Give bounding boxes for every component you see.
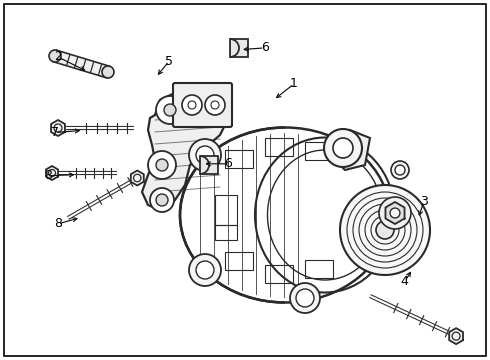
Bar (225, 150, 253, 168)
Circle shape (390, 208, 400, 218)
Ellipse shape (391, 161, 409, 179)
Text: 4: 4 (401, 275, 409, 288)
Text: 6: 6 (261, 41, 269, 54)
Polygon shape (386, 202, 405, 224)
Ellipse shape (324, 129, 362, 167)
Bar (305, 260, 333, 278)
Ellipse shape (189, 139, 221, 171)
Ellipse shape (290, 283, 320, 313)
Polygon shape (330, 130, 370, 170)
Circle shape (296, 289, 314, 307)
Text: 6: 6 (224, 157, 232, 170)
Circle shape (395, 165, 405, 175)
Polygon shape (230, 39, 248, 57)
Ellipse shape (189, 254, 221, 286)
Polygon shape (51, 120, 65, 136)
Polygon shape (46, 166, 58, 180)
Bar (265, 138, 293, 156)
Text: 5: 5 (165, 55, 173, 68)
Circle shape (156, 159, 168, 171)
Circle shape (102, 66, 114, 78)
Circle shape (333, 138, 353, 158)
Text: 3: 3 (420, 195, 428, 208)
Polygon shape (449, 328, 463, 344)
Text: 7: 7 (51, 126, 59, 139)
Text: 8: 8 (54, 217, 62, 230)
Circle shape (182, 95, 202, 115)
Circle shape (156, 194, 168, 206)
Bar (265, 265, 293, 283)
FancyBboxPatch shape (173, 83, 232, 127)
Ellipse shape (340, 185, 430, 275)
Bar (215, 195, 237, 225)
Bar (305, 142, 333, 160)
Bar (215, 225, 237, 240)
Ellipse shape (376, 221, 394, 239)
Circle shape (164, 104, 176, 116)
Circle shape (196, 261, 214, 279)
Polygon shape (200, 156, 218, 174)
Polygon shape (131, 171, 144, 185)
Circle shape (156, 96, 184, 124)
Circle shape (205, 95, 225, 115)
Bar (225, 252, 253, 270)
Circle shape (379, 197, 411, 229)
Circle shape (49, 50, 61, 62)
Circle shape (148, 151, 176, 179)
Polygon shape (142, 88, 230, 210)
Circle shape (196, 146, 214, 164)
Text: 1: 1 (290, 77, 298, 90)
Text: 8: 8 (44, 169, 52, 182)
Text: 2: 2 (54, 50, 62, 63)
Polygon shape (53, 50, 110, 78)
Circle shape (150, 188, 174, 212)
